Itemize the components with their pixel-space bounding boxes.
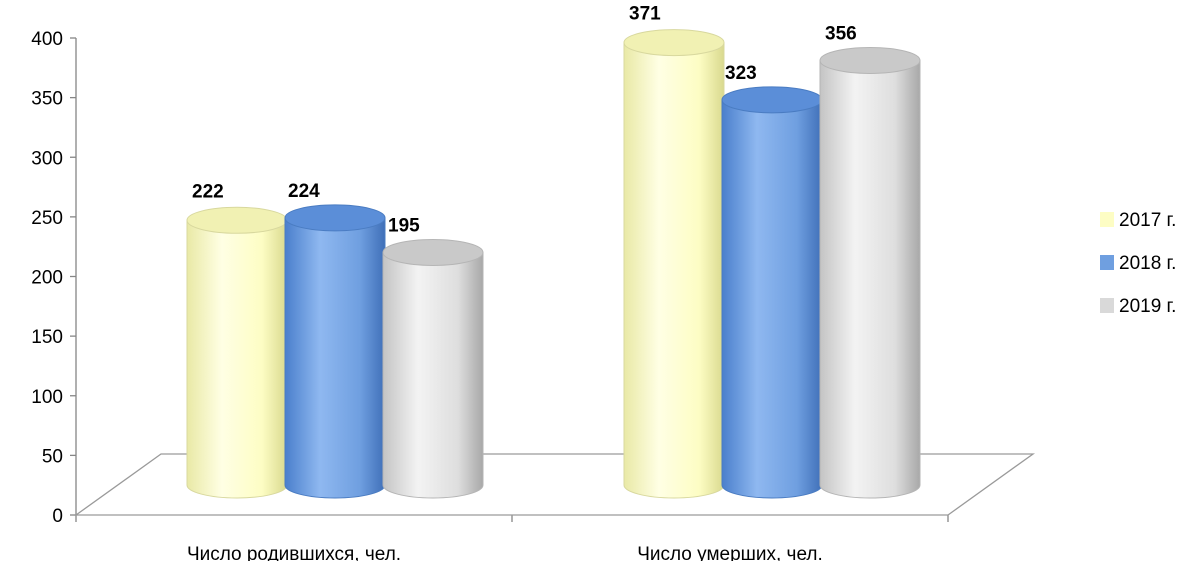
bar-top-cap bbox=[721, 86, 823, 114]
legend-label: 2019 г. bbox=[1119, 296, 1176, 317]
bar bbox=[382, 238, 484, 499]
legend-label: 2017 г. bbox=[1119, 210, 1176, 231]
bar-body bbox=[819, 59, 921, 499]
data-label: 323 bbox=[725, 63, 757, 84]
bar-body bbox=[623, 42, 725, 499]
y-tick-label: 200 bbox=[31, 268, 63, 289]
bar bbox=[186, 206, 288, 499]
legend-swatch bbox=[1100, 255, 1114, 270]
legend-swatch bbox=[1100, 298, 1114, 313]
data-labels: 222 224 195 371 323 356 bbox=[192, 4, 857, 237]
y-tick-label: 50 bbox=[42, 446, 63, 467]
bar-top-cap bbox=[819, 46, 921, 74]
x-category-label: Число родившихся, чел. bbox=[187, 544, 401, 561]
data-label: 222 bbox=[192, 181, 224, 202]
y-tick-label: 0 bbox=[52, 506, 63, 527]
bar-top-cap bbox=[382, 238, 484, 266]
y-tick-label: 100 bbox=[31, 387, 63, 408]
y-tick-label: 300 bbox=[31, 148, 63, 169]
bar-top-cap bbox=[284, 204, 386, 232]
y-tick-label: 250 bbox=[31, 208, 63, 229]
legend-label: 2018 г. bbox=[1119, 253, 1176, 274]
data-label: 356 bbox=[825, 23, 857, 44]
bar-body bbox=[284, 217, 386, 499]
chart-floor bbox=[73, 453, 1036, 516]
data-label: 224 bbox=[288, 181, 320, 202]
bar-body bbox=[382, 251, 484, 499]
bar bbox=[623, 29, 725, 499]
bar-top-cap bbox=[186, 206, 288, 234]
bar bbox=[819, 46, 921, 499]
bars bbox=[186, 29, 921, 499]
bar bbox=[721, 86, 823, 499]
data-label: 195 bbox=[388, 215, 420, 236]
bar-body bbox=[186, 219, 288, 499]
legend-swatch bbox=[1100, 212, 1114, 227]
y-tick-label: 400 bbox=[31, 29, 63, 50]
chart-floor-plane bbox=[73, 453, 1036, 516]
legend: 2017 г. 2018 г. 2019 г. bbox=[1100, 210, 1176, 317]
bar-body bbox=[721, 99, 823, 499]
data-label: 371 bbox=[629, 4, 661, 25]
bar bbox=[284, 204, 386, 499]
y-tick-label: 150 bbox=[31, 327, 63, 348]
x-category-label: Число умерших, чел. bbox=[637, 544, 823, 561]
y-tick-label: 350 bbox=[31, 89, 63, 110]
bar-top-cap bbox=[623, 29, 725, 57]
axes: 0 50 100 150 200 250 300 350 400 Число родившихся… bbox=[31, 29, 949, 561]
